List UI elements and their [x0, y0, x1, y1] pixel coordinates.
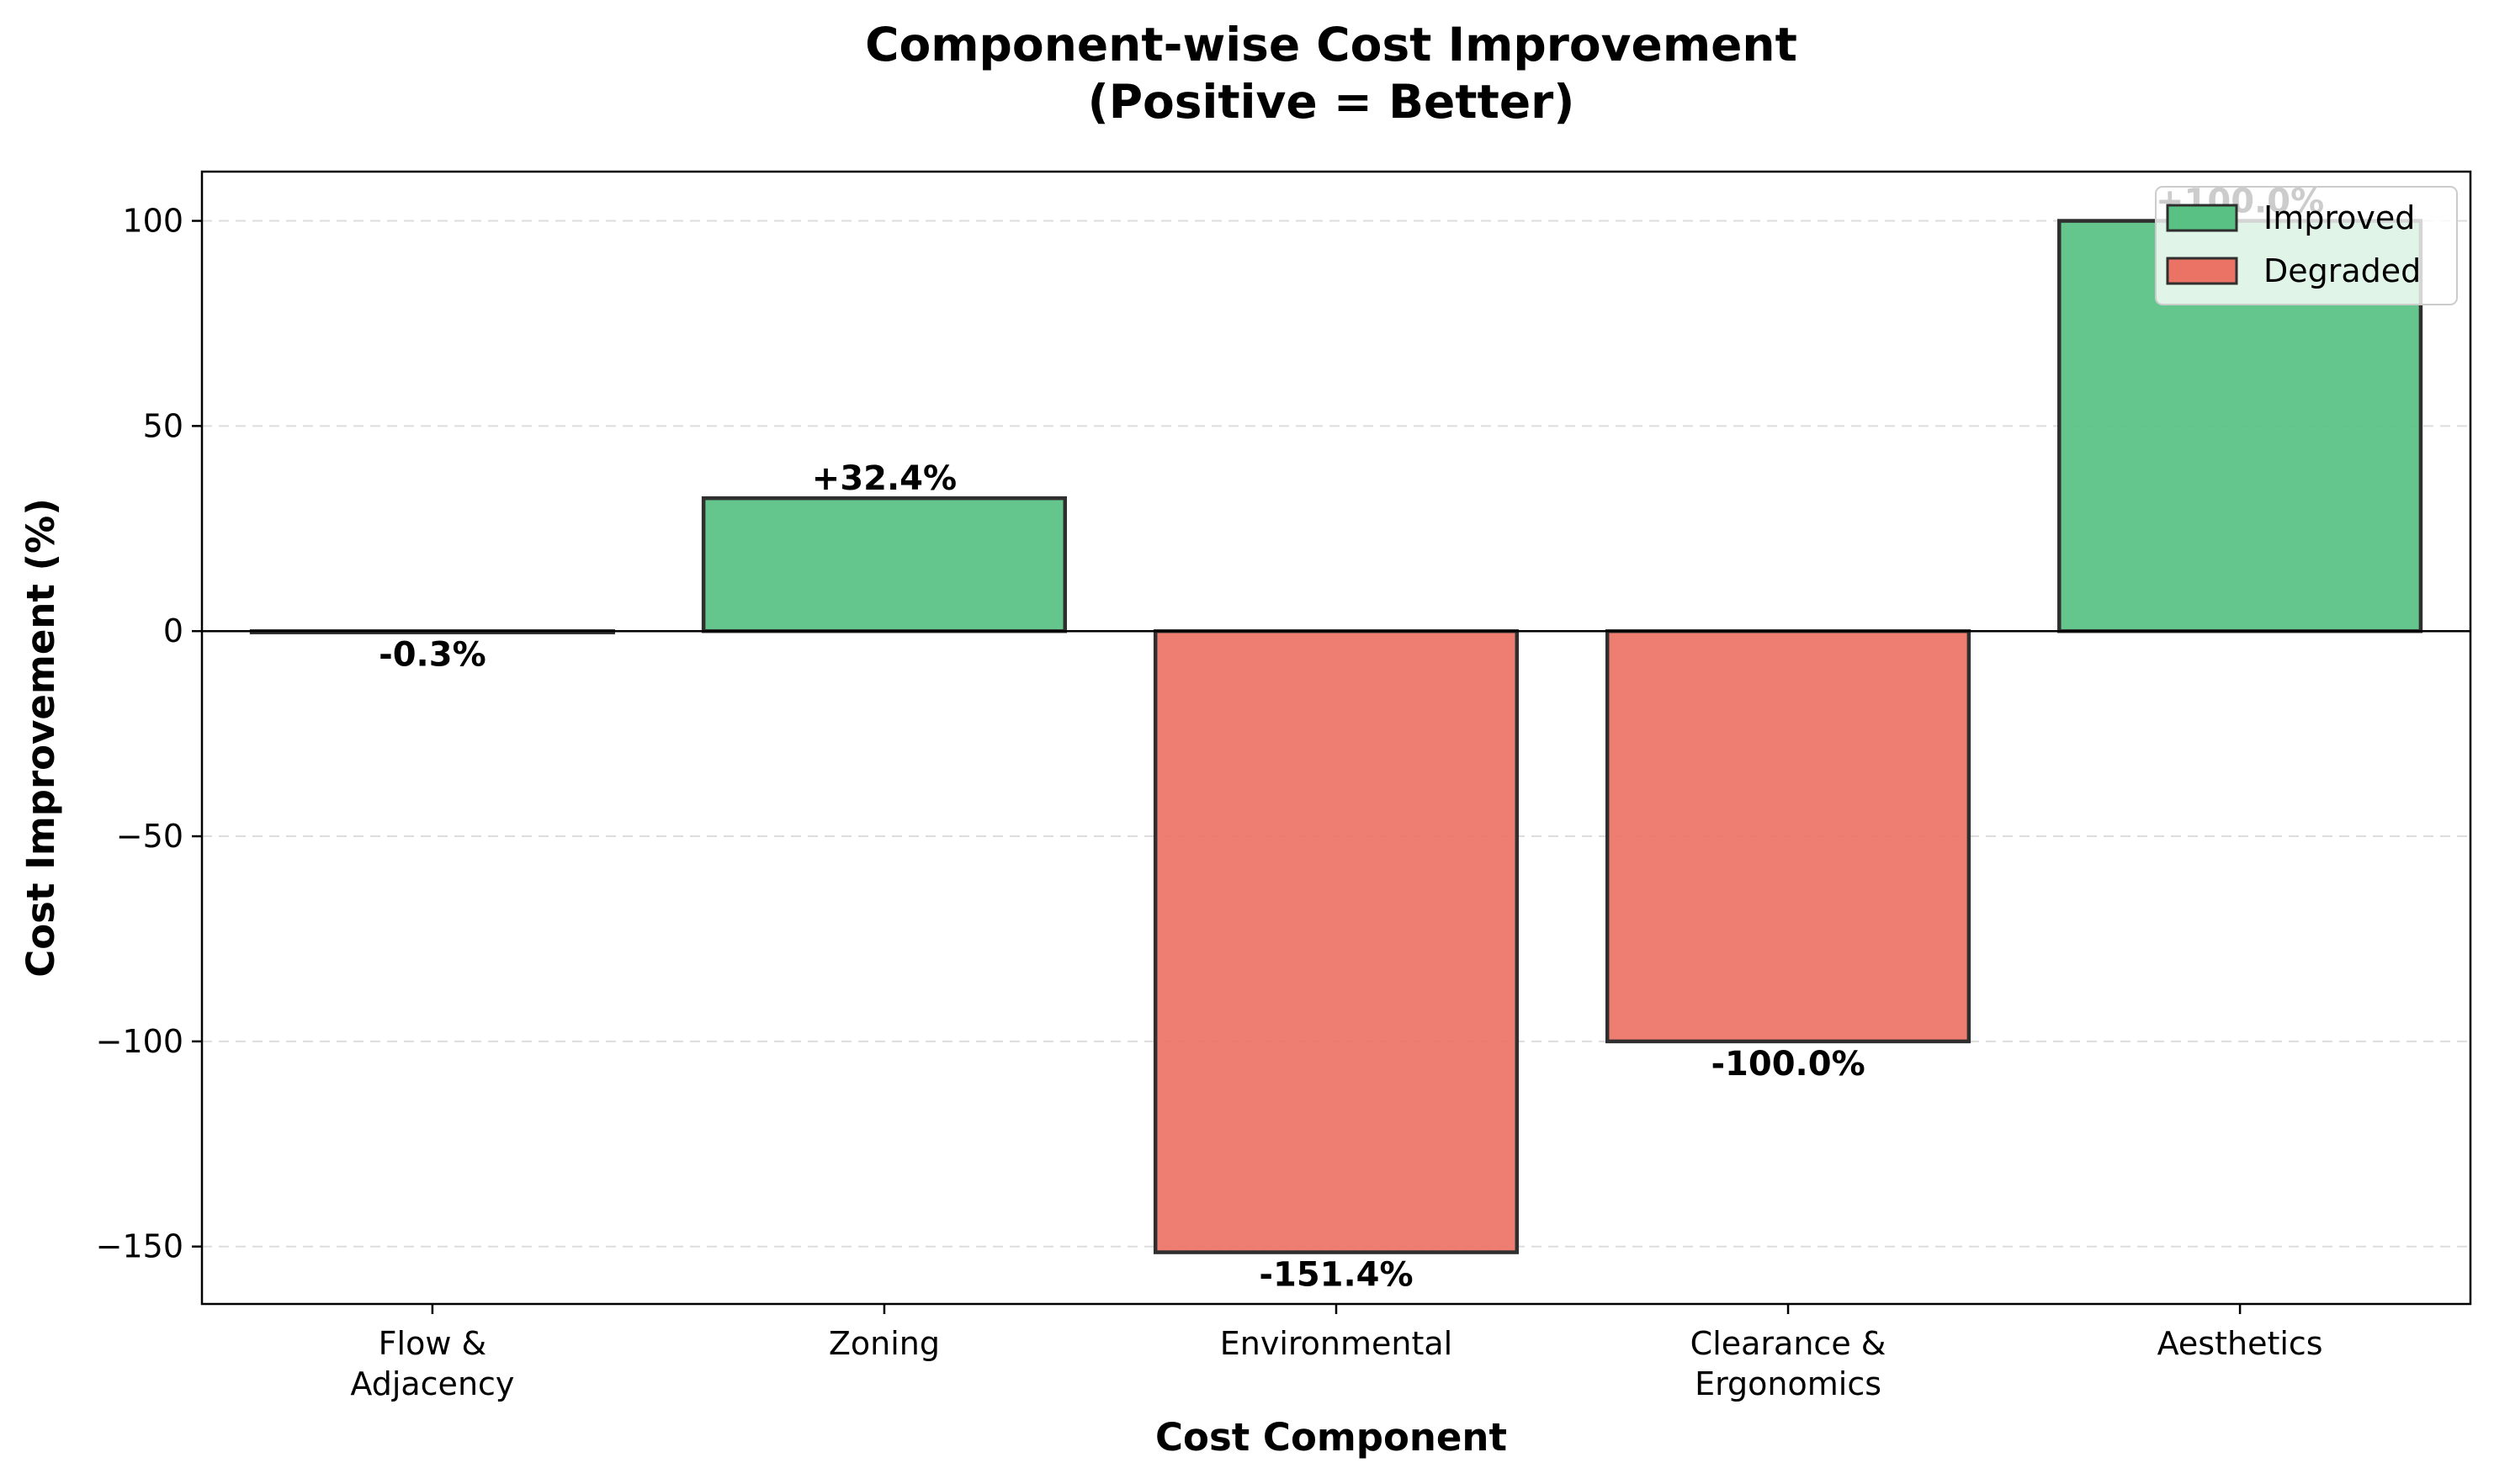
bar-value-label: -151.4%: [1259, 1256, 1413, 1295]
bar-value-label: -100.0%: [1711, 1045, 1865, 1084]
x-tick-label: Adjacency: [350, 1365, 514, 1402]
x-tick-label: Flow &: [379, 1325, 486, 1362]
y-tick-label: 50: [143, 407, 183, 444]
legend-swatch: [2166, 257, 2238, 285]
bar-value-label: +32.4%: [812, 459, 957, 498]
x-tick-label: Zoning: [829, 1325, 940, 1362]
x-tick-label: Aesthetics: [2157, 1325, 2323, 1362]
x-axis-ticks: Flow &Adjacency Zoning Environmental Cleara…: [350, 1304, 2323, 1402]
x-tick-label: Ergonomics: [1695, 1365, 1881, 1402]
legend-swatch: [2166, 204, 2238, 232]
bar-1: [701, 496, 1068, 633]
bar-value-label: -0.3%: [379, 636, 486, 675]
bar-2: [1153, 628, 1520, 1254]
x-axis-label: Cost Component: [1155, 1415, 1507, 1460]
bars: [249, 219, 2423, 1254]
legend: Improved Degraded: [2155, 186, 2458, 305]
x-tick-label: Clearance &: [1690, 1325, 1886, 1362]
y-tick-label: −150: [96, 1228, 183, 1265]
chart-title: Component-wise Cost Improvement: [865, 18, 1797, 72]
x-tick-label: Environmental: [1220, 1325, 1452, 1362]
legend-label: Improved: [2263, 199, 2415, 236]
y-tick-label: −50: [116, 818, 183, 855]
y-tick-label: 100: [122, 203, 183, 240]
y-tick-label: 0: [163, 612, 183, 649]
y-axis-label: Cost Improvement (%): [19, 498, 63, 978]
bar-3: [1605, 628, 1971, 1044]
chart-subtitle: (Positive = Better): [1088, 75, 1575, 129]
y-tick-label: −100: [96, 1023, 183, 1060]
legend-label: Degraded: [2263, 252, 2421, 289]
y-axis-ticks: 100 50 0 −50 −100 −150: [96, 203, 202, 1265]
